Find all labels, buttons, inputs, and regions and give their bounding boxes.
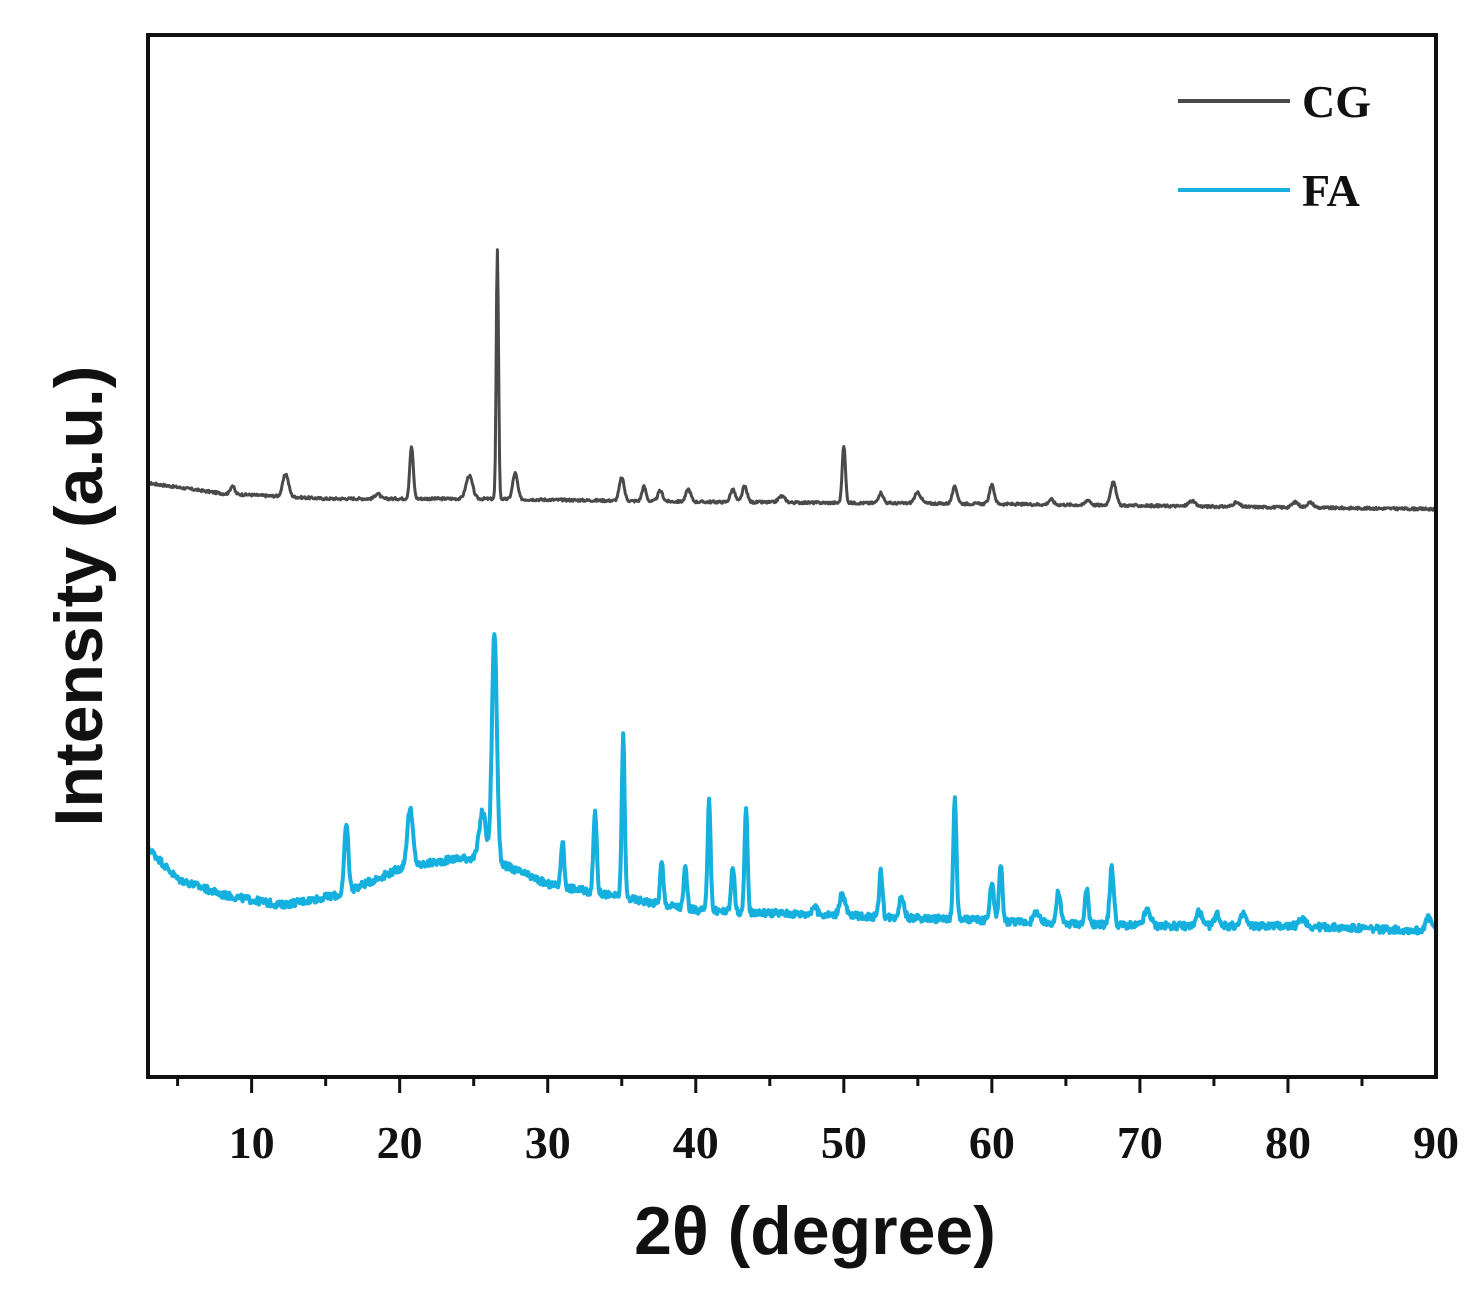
series-line-fa [146,632,1438,936]
x-tick-label: 20 [377,1117,423,1168]
x-axis-tick-labels: 10 20 30 40 50 60 70 80 90 [229,1117,1459,1168]
x-tick-label: 70 [1117,1117,1163,1168]
y-axis-title: Intensity (a.u.) [41,366,117,827]
series-line-cg [147,248,1438,512]
plot-frame [146,33,1438,1079]
x-tick-label: 10 [229,1117,275,1168]
x-tick-label: 40 [673,1117,719,1168]
x-tick-label: 90 [1413,1117,1459,1168]
x-tick-label: 50 [821,1117,867,1168]
x-tick-label: 60 [969,1117,1015,1168]
x-axis-ticks [176,1077,1364,1093]
legend-label-cg: CG [1302,76,1371,127]
legend: CG FA [1178,76,1371,216]
x-axis-title: 2θ (degree) [634,1193,996,1269]
x-tick-label: 80 [1265,1117,1311,1168]
legend-label-fa: FA [1302,165,1360,216]
plot-area [146,248,1438,936]
x-tick-label: 30 [525,1117,571,1168]
